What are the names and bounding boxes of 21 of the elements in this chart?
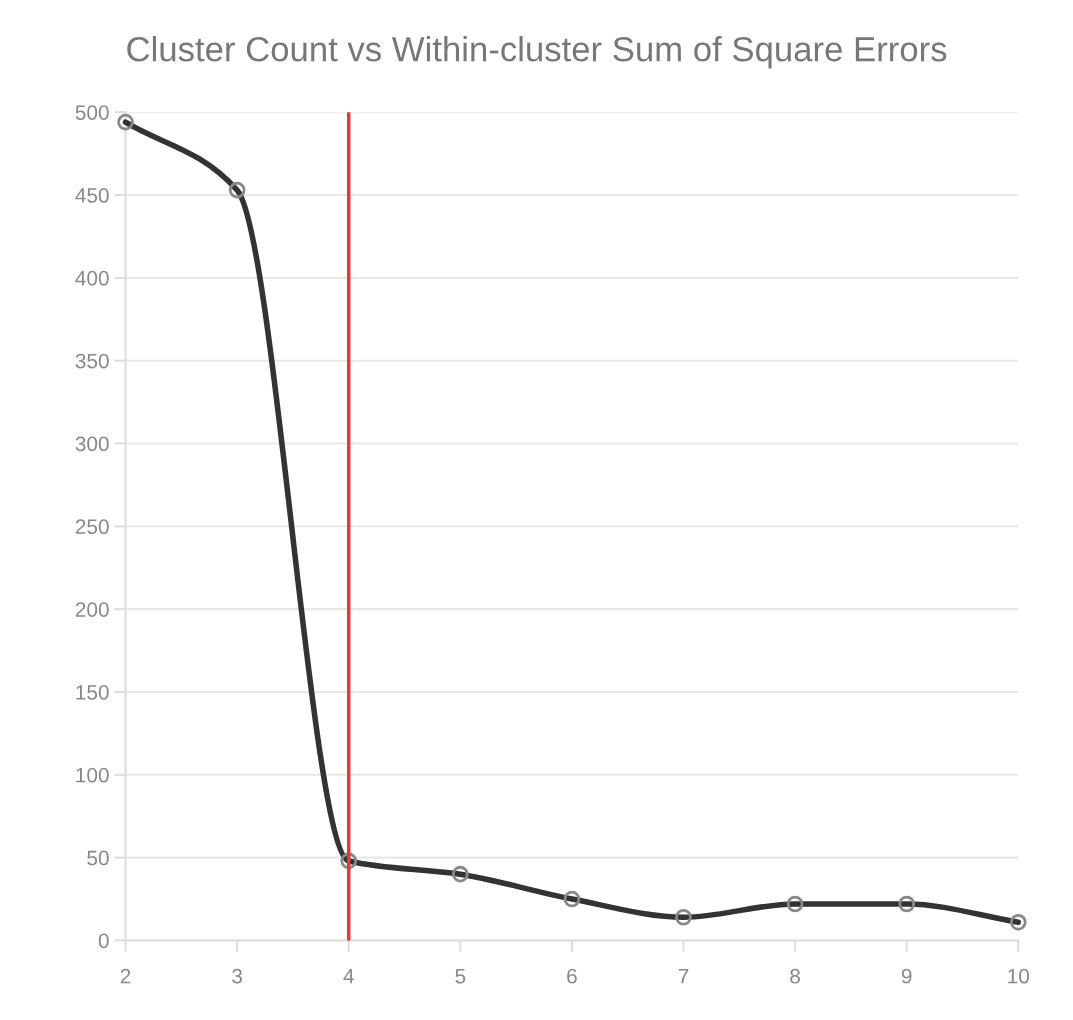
x-tick-label: 9 [901, 968, 912, 984]
x-tick-label: 3 [232, 968, 243, 984]
x-tick-label: 6 [567, 968, 577, 984]
y-tick-label: 450 [75, 188, 109, 203]
y-tick-label: 100 [76, 767, 109, 783]
x-tick-label: 5 [455, 968, 466, 984]
x-tick-label: 10 [1008, 968, 1030, 984]
x-tick-label: 4 [343, 968, 354, 984]
y-tick-label: 250 [75, 519, 109, 535]
y-tick-label: 350 [75, 353, 109, 369]
y-tick-label: 50 [87, 850, 109, 866]
y-tick-label: 400 [75, 270, 109, 286]
x-tick-label: 8 [790, 968, 800, 984]
y-tick-label: 0 [98, 933, 109, 949]
y-tick-label: 200 [75, 602, 109, 617]
y-tick-label: 500 [75, 105, 109, 120]
x-tick-label: 2 [120, 968, 131, 984]
chart-title: Cluster Count vs Within-cluster Sum of Square Errors [127, 36, 947, 69]
y-tick-label: 300 [75, 436, 109, 452]
y-tick-label: 150 [76, 684, 109, 700]
x-tick-label: 7 [678, 968, 689, 984]
